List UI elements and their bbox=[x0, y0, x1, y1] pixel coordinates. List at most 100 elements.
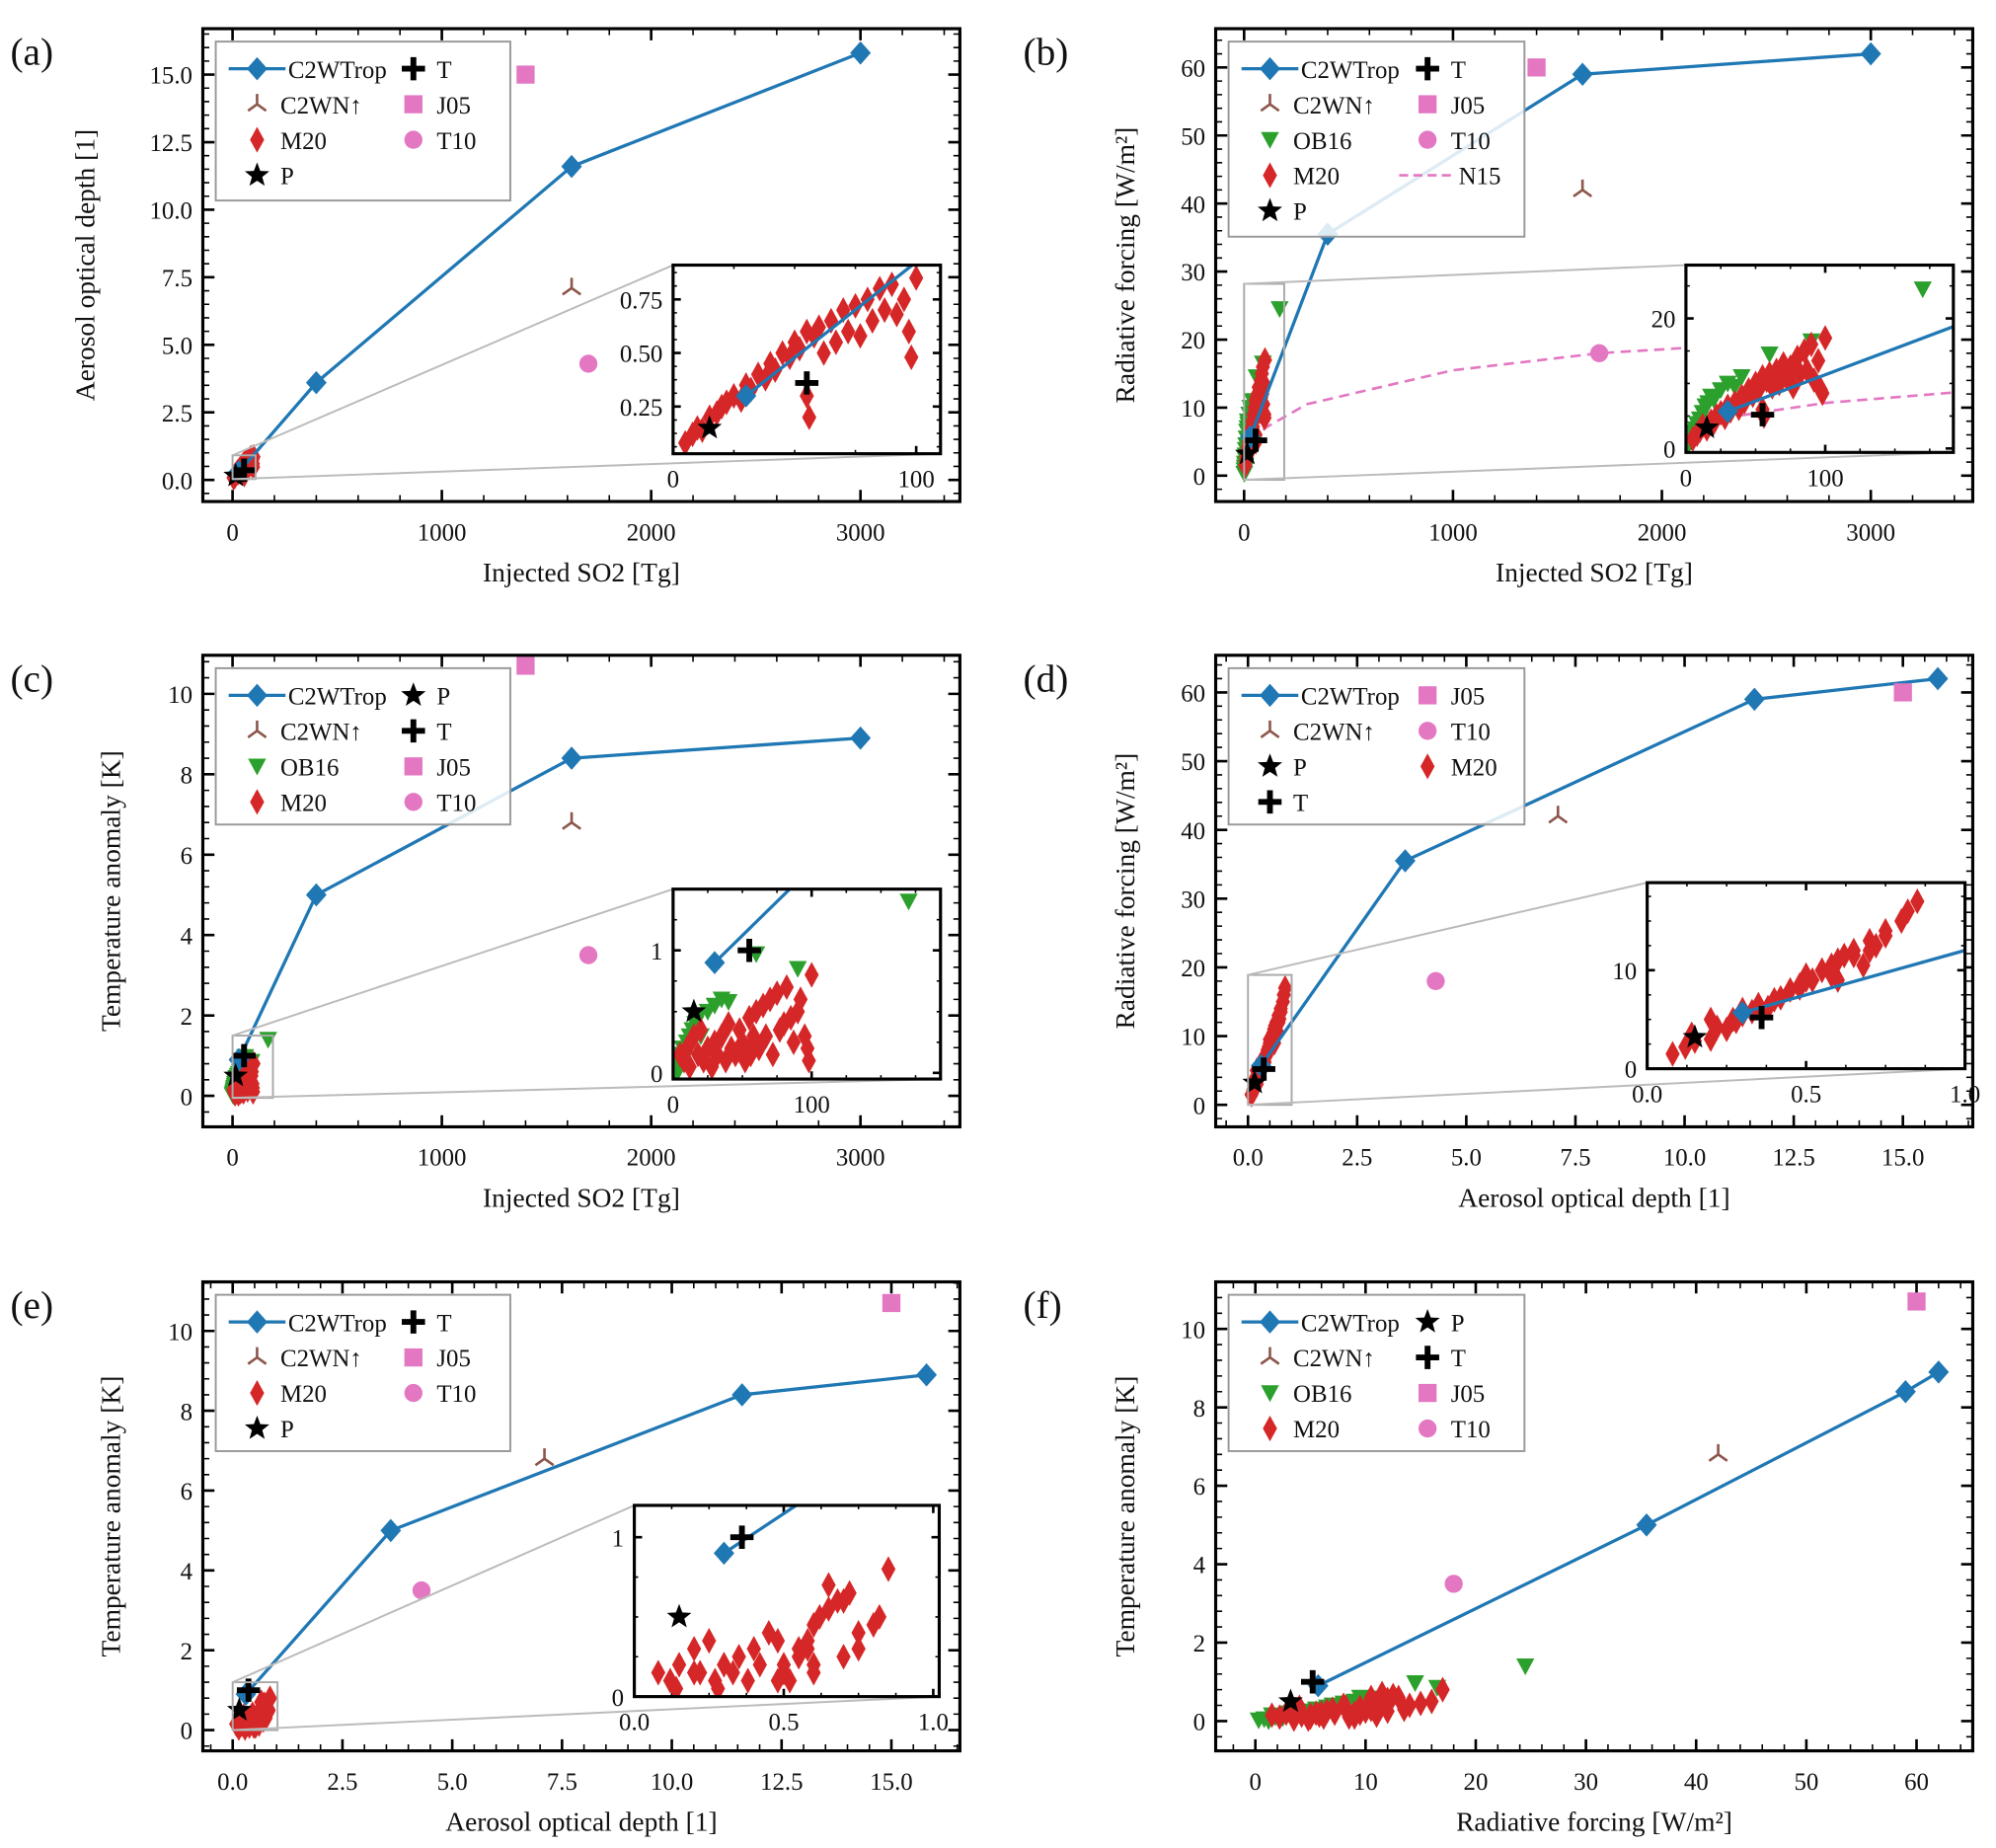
point-p bbox=[223, 462, 249, 487]
point-ob16 bbox=[1913, 281, 1932, 299]
y-tick-label: 10.0 bbox=[149, 198, 192, 225]
legend-label: C2WTrop bbox=[1301, 1310, 1400, 1337]
legend-label: C2WTrop bbox=[1301, 57, 1400, 84]
legend-entry-c2wtrop: C2WTrop bbox=[228, 57, 387, 84]
point-m20 bbox=[770, 1628, 786, 1655]
legend-label: M20 bbox=[1293, 1417, 1340, 1443]
point-c2wn bbox=[1708, 1443, 1728, 1462]
legend-label: T bbox=[436, 57, 451, 84]
series-t bbox=[1244, 428, 1267, 452]
series-c2wn bbox=[562, 811, 581, 830]
point-c2wtrop bbox=[1717, 400, 1738, 424]
legend-label: J05 bbox=[436, 93, 471, 119]
y-tick-label: 7.5 bbox=[162, 266, 192, 292]
panel-label: (a) bbox=[10, 32, 53, 74]
legend-entry-m20: M20 bbox=[250, 1379, 327, 1408]
x-tick-label: 100 bbox=[794, 1092, 830, 1118]
legend-entry-j05: J05 bbox=[404, 754, 471, 781]
legend-label: T10 bbox=[1451, 1417, 1491, 1443]
point-m20 bbox=[704, 1053, 720, 1080]
series-t10 bbox=[578, 946, 598, 964]
point-m20 bbox=[672, 1041, 688, 1068]
series-t bbox=[1750, 403, 1775, 426]
legend-entry-ob16: OB16 bbox=[248, 754, 339, 781]
legend-label: J05 bbox=[1451, 684, 1486, 711]
point-t bbox=[737, 938, 761, 962]
y-tick-label: 8 bbox=[181, 1399, 192, 1425]
point-ob16 bbox=[1726, 378, 1744, 396]
data-layer bbox=[223, 656, 872, 1108]
legend-entry-c2wtrop: C2WTrop bbox=[228, 684, 387, 711]
point-t bbox=[1749, 1005, 1774, 1030]
point-m20 bbox=[711, 1675, 726, 1697]
series-c2wtrop bbox=[713, 1504, 800, 1566]
point-m20 bbox=[782, 1667, 798, 1694]
y-tick-label: 0.25 bbox=[620, 395, 663, 422]
y-tick-label: 15.0 bbox=[149, 63, 192, 90]
point-m20 bbox=[677, 429, 693, 454]
y-tick-label: 8 bbox=[181, 762, 192, 789]
y-tick-label: 6 bbox=[181, 1479, 192, 1505]
point-m20 bbox=[1424, 1688, 1439, 1715]
zoom-indicator-box bbox=[1247, 973, 1293, 1107]
series-p bbox=[1235, 440, 1260, 465]
series-line-c2wtrop bbox=[1260, 676, 1939, 1067]
legend-label: T bbox=[1293, 790, 1308, 816]
axes-frame bbox=[1646, 881, 1967, 1071]
zoom-connector bbox=[1244, 451, 1954, 481]
x-axis-label: Injected SO2 [Tg] bbox=[483, 558, 680, 587]
series-c2wn bbox=[1573, 179, 1593, 197]
x-tick-label: 0.0 bbox=[1233, 1145, 1264, 1172]
legend-label: C2WTrop bbox=[288, 1310, 387, 1337]
x-tick-label: 10 bbox=[1353, 1769, 1378, 1796]
series-p bbox=[1242, 1069, 1267, 1094]
point-m20 bbox=[1380, 1698, 1395, 1725]
point-m20 bbox=[1814, 380, 1830, 407]
point-m20 bbox=[746, 1023, 761, 1049]
point-m20 bbox=[682, 1053, 697, 1080]
legend-label: M20 bbox=[280, 790, 327, 816]
legend-entry-p: P bbox=[1258, 753, 1307, 781]
y-tick-label: 0.0 bbox=[162, 468, 192, 495]
legend-entry-t10: T10 bbox=[1418, 128, 1491, 155]
legend-label: M20 bbox=[1293, 164, 1340, 191]
point-t10 bbox=[578, 946, 598, 964]
point-c2wtrop bbox=[305, 370, 327, 395]
legend-entry-p: P bbox=[1415, 1309, 1465, 1337]
legend-entry-ob16: OB16 bbox=[1261, 128, 1351, 155]
x-tick-label: 0 bbox=[226, 519, 238, 546]
point-j05 bbox=[882, 1293, 901, 1313]
point-c2wtrop bbox=[305, 883, 327, 907]
legend-label: C2WTrop bbox=[288, 57, 387, 84]
x-tick-label: 5.0 bbox=[437, 1769, 468, 1796]
point-j05 bbox=[1907, 1292, 1926, 1311]
legend-entry-t: T bbox=[402, 720, 452, 746]
legend-marker-icon bbox=[401, 682, 426, 706]
panel-label: (f) bbox=[1024, 1284, 1062, 1327]
legend-label: T bbox=[436, 720, 451, 746]
x-tick-label: 40 bbox=[1684, 1769, 1709, 1796]
series-c2wn bbox=[562, 277, 581, 296]
y-tick-label: 10 bbox=[1181, 1317, 1205, 1344]
point-m20 bbox=[798, 1023, 812, 1049]
legend-entry-j05: J05 bbox=[1418, 93, 1485, 119]
point-m20 bbox=[1830, 947, 1846, 973]
legend-entry-j05: J05 bbox=[404, 1346, 471, 1372]
legend-entry-m20: M20 bbox=[250, 789, 327, 816]
point-m20 bbox=[246, 1713, 262, 1739]
y-axis-label: Radiative forcing [W/m²] bbox=[1111, 127, 1140, 404]
series-p bbox=[223, 462, 249, 487]
legend-label: P bbox=[1293, 199, 1307, 226]
legend-marker-icon bbox=[250, 126, 265, 153]
legend-entry-m20: M20 bbox=[1263, 162, 1340, 191]
axes-frame bbox=[671, 887, 943, 1081]
point-m20 bbox=[901, 318, 916, 345]
panel-label: (c) bbox=[10, 657, 53, 700]
point-t10 bbox=[1444, 1575, 1463, 1593]
point-m20 bbox=[1342, 1704, 1356, 1731]
point-m20 bbox=[246, 1050, 261, 1077]
series-t10 bbox=[1426, 971, 1445, 991]
point-p bbox=[1277, 1688, 1303, 1713]
y-tick-label: 6 bbox=[1193, 1474, 1205, 1501]
